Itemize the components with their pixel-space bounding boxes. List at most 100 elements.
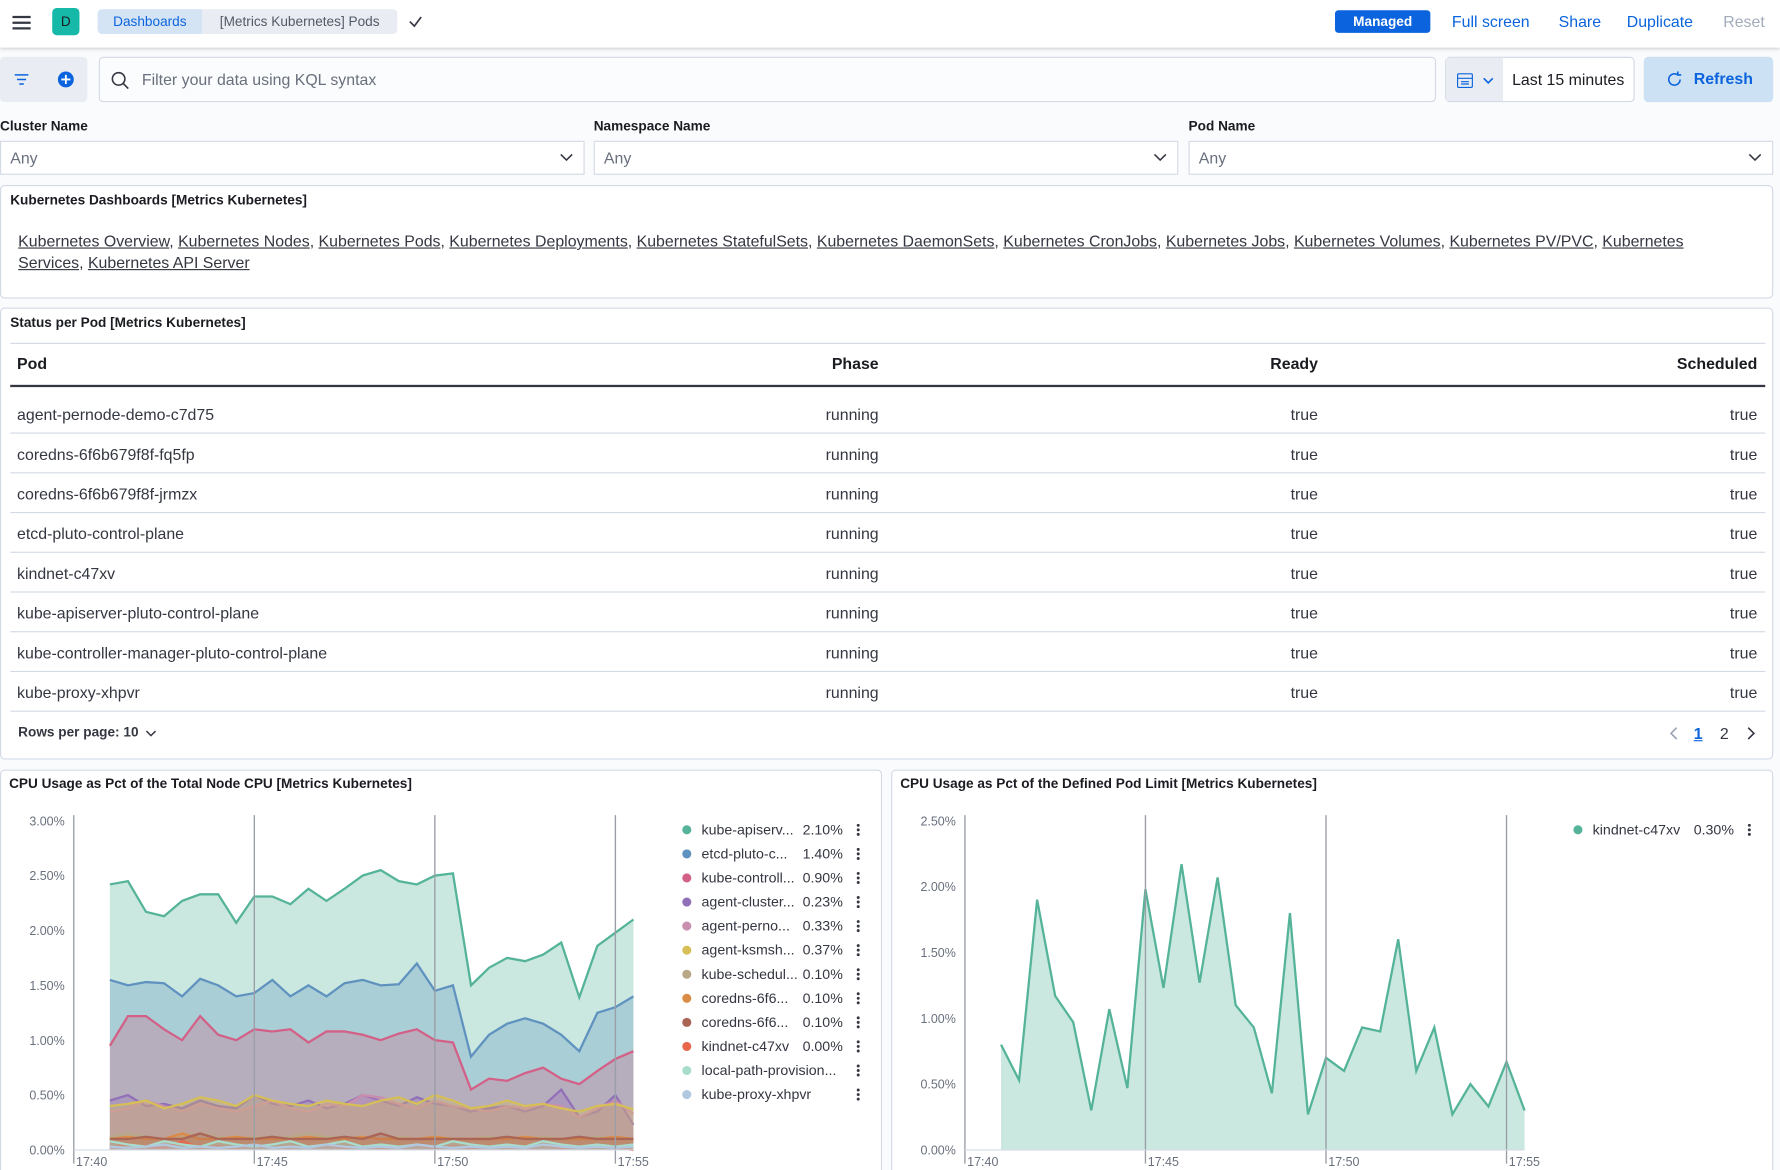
column-header: Phase bbox=[831, 354, 879, 373]
managed-badge: Managed bbox=[1334, 10, 1431, 33]
legend-menu-dot bbox=[856, 1016, 860, 1020]
table-cell: running bbox=[825, 484, 879, 503]
chart-title: CPU Usage as Pct of the Total Node CPU [… bbox=[9, 776, 412, 791]
y-tick-label: 1.00% bbox=[29, 1034, 64, 1048]
table-cell: running bbox=[825, 564, 879, 583]
rows-per-page[interactable]: Rows per page: 10 bbox=[18, 724, 139, 741]
header-border bbox=[10, 342, 1766, 344]
dashboard-link[interactable]: Kubernetes CronJobs bbox=[1003, 231, 1157, 250]
legend-menu-dot bbox=[856, 977, 860, 981]
share-button[interactable]: Share bbox=[1558, 12, 1602, 31]
legend-label: kube-proxy-xhpvr bbox=[702, 1087, 812, 1103]
legend-menu-dot bbox=[856, 1069, 860, 1072]
calendar-icon bbox=[1457, 73, 1494, 88]
table-cell: true bbox=[1729, 643, 1758, 662]
chart-panel: CPU Usage as Pct of the Total Node CPU [… bbox=[0, 769, 883, 1170]
chart-panel: CPU Usage as Pct of the Defined Pod Limi… bbox=[891, 769, 1774, 1170]
legend-menu-dot bbox=[856, 948, 860, 952]
table-cell: true bbox=[1290, 643, 1318, 662]
table-cell: kindnet-c47xv bbox=[17, 564, 116, 583]
duplicate-button[interactable]: Duplicate bbox=[1626, 12, 1694, 31]
refresh-button[interactable]: Refresh bbox=[1643, 56, 1774, 103]
legend-menu-dot bbox=[856, 1064, 860, 1068]
legend-swatch bbox=[682, 1017, 692, 1027]
line bbox=[109, 1143, 634, 1149]
table-cell: agent-pernode-demo-c7d75 bbox=[17, 405, 215, 424]
table-cell: running bbox=[825, 524, 879, 543]
line bbox=[108, 1014, 634, 1092]
filter-icon[interactable] bbox=[14, 73, 30, 87]
search-icon bbox=[111, 71, 129, 90]
breadcrumb[interactable]: Dashboards bbox=[97, 9, 203, 35]
full-screen-button[interactable]: Full screen bbox=[1451, 12, 1530, 31]
legend-menu-dot bbox=[856, 905, 860, 909]
legend-value: 0.23% bbox=[803, 895, 844, 911]
legend-menu-dot bbox=[1747, 828, 1751, 832]
legend-value: 0.10% bbox=[803, 991, 844, 1007]
dashboard-link[interactable]: Kubernetes DaemonSets bbox=[816, 231, 995, 250]
legend-menu-dot bbox=[856, 1088, 860, 1092]
control-select[interactable]: Any bbox=[593, 140, 1179, 175]
legend-swatch bbox=[682, 1090, 692, 1100]
legend-swatch bbox=[682, 945, 692, 955]
area bbox=[109, 1144, 634, 1150]
dashboard-link[interactable]: Kubernetes Nodes bbox=[178, 231, 310, 250]
legend-label: coredns-6f6... bbox=[702, 991, 789, 1007]
y-tick-label: 1.50% bbox=[920, 946, 955, 960]
check-icon bbox=[409, 16, 422, 28]
chart-title: CPU Usage as Pct of the Defined Pod Limi… bbox=[900, 776, 1317, 791]
row-border bbox=[10, 710, 1766, 712]
control-label: Cluster Name bbox=[0, 118, 88, 134]
dashboard-link[interactable]: Kubernetes Services bbox=[18, 231, 1684, 272]
header-border bbox=[10, 384, 1766, 388]
table-cell: true bbox=[1729, 683, 1758, 702]
legend-label: agent-cluster... bbox=[702, 895, 795, 911]
column-header: Ready bbox=[1270, 354, 1318, 373]
dashboard-link[interactable]: Kubernetes Pods bbox=[318, 231, 441, 250]
table-cell: true bbox=[1729, 444, 1758, 464]
reset-button[interactable]: Reset bbox=[1723, 12, 1765, 31]
legend-swatch bbox=[682, 993, 692, 1003]
line bbox=[109, 961, 635, 1060]
menu-icon[interactable] bbox=[11, 12, 31, 32]
legend-menu-dot bbox=[856, 992, 860, 996]
legend-menu-dot bbox=[856, 996, 860, 1000]
search-input[interactable]: Filter your data using KQL syntax bbox=[98, 56, 1437, 103]
dashboard-link[interactable]: Kubernetes StatefulSets bbox=[636, 231, 809, 250]
legend-label: coredns-6f6... bbox=[702, 1015, 789, 1031]
pagination-arrows[interactable] bbox=[1665, 725, 1767, 741]
dashboard-link[interactable]: Kubernetes Overview bbox=[18, 231, 170, 250]
dashboard-link[interactable]: Kubernetes Deployments bbox=[449, 231, 628, 250]
legend-value: 0.10% bbox=[803, 967, 844, 983]
legend-menu-dot bbox=[856, 900, 860, 904]
table-cell: true bbox=[1290, 564, 1318, 583]
legend-value: 0.90% bbox=[803, 871, 844, 887]
dashboard-link[interactable]: Kubernetes Jobs bbox=[1165, 231, 1286, 250]
add-filter-icon[interactable] bbox=[57, 70, 75, 88]
table-cell: true bbox=[1290, 444, 1318, 464]
x-tick-label: 17:40 bbox=[967, 1155, 998, 1169]
legend-menu-dot bbox=[856, 1044, 860, 1048]
table-cell: kube-controller-manager-pluto-control-pl… bbox=[17, 643, 328, 662]
control-select[interactable]: Any bbox=[0, 140, 585, 175]
dashboard-link[interactable]: Kubernetes PV/PVC bbox=[1449, 231, 1594, 250]
date-picker[interactable]: Last 15 minutes bbox=[1445, 56, 1635, 103]
space-avatar[interactable]: D bbox=[52, 7, 80, 36]
dashboard-link[interactable]: Kubernetes Volumes bbox=[1293, 231, 1441, 250]
y-tick-label: 3.00% bbox=[29, 814, 64, 828]
legend-value: 0.33% bbox=[803, 919, 844, 935]
separator: , bbox=[1593, 231, 1598, 250]
legend-menu-dot bbox=[856, 823, 860, 827]
page-link[interactable]: 2 bbox=[1719, 724, 1729, 743]
legend-swatch bbox=[682, 825, 692, 835]
dashboard-link[interactable]: Kubernetes API Server bbox=[87, 253, 250, 272]
legend-label: agent-ksmsh... bbox=[702, 943, 795, 959]
page-link[interactable]: 1 bbox=[1693, 724, 1703, 743]
line bbox=[1000, 864, 1526, 1118]
legend-menu-dot bbox=[856, 832, 860, 836]
table-cell: running bbox=[825, 444, 879, 464]
legend-value: 2.10% bbox=[803, 822, 844, 838]
control-select[interactable]: Any bbox=[1188, 140, 1774, 175]
x-tick-label: 17:50 bbox=[1328, 1155, 1359, 1169]
